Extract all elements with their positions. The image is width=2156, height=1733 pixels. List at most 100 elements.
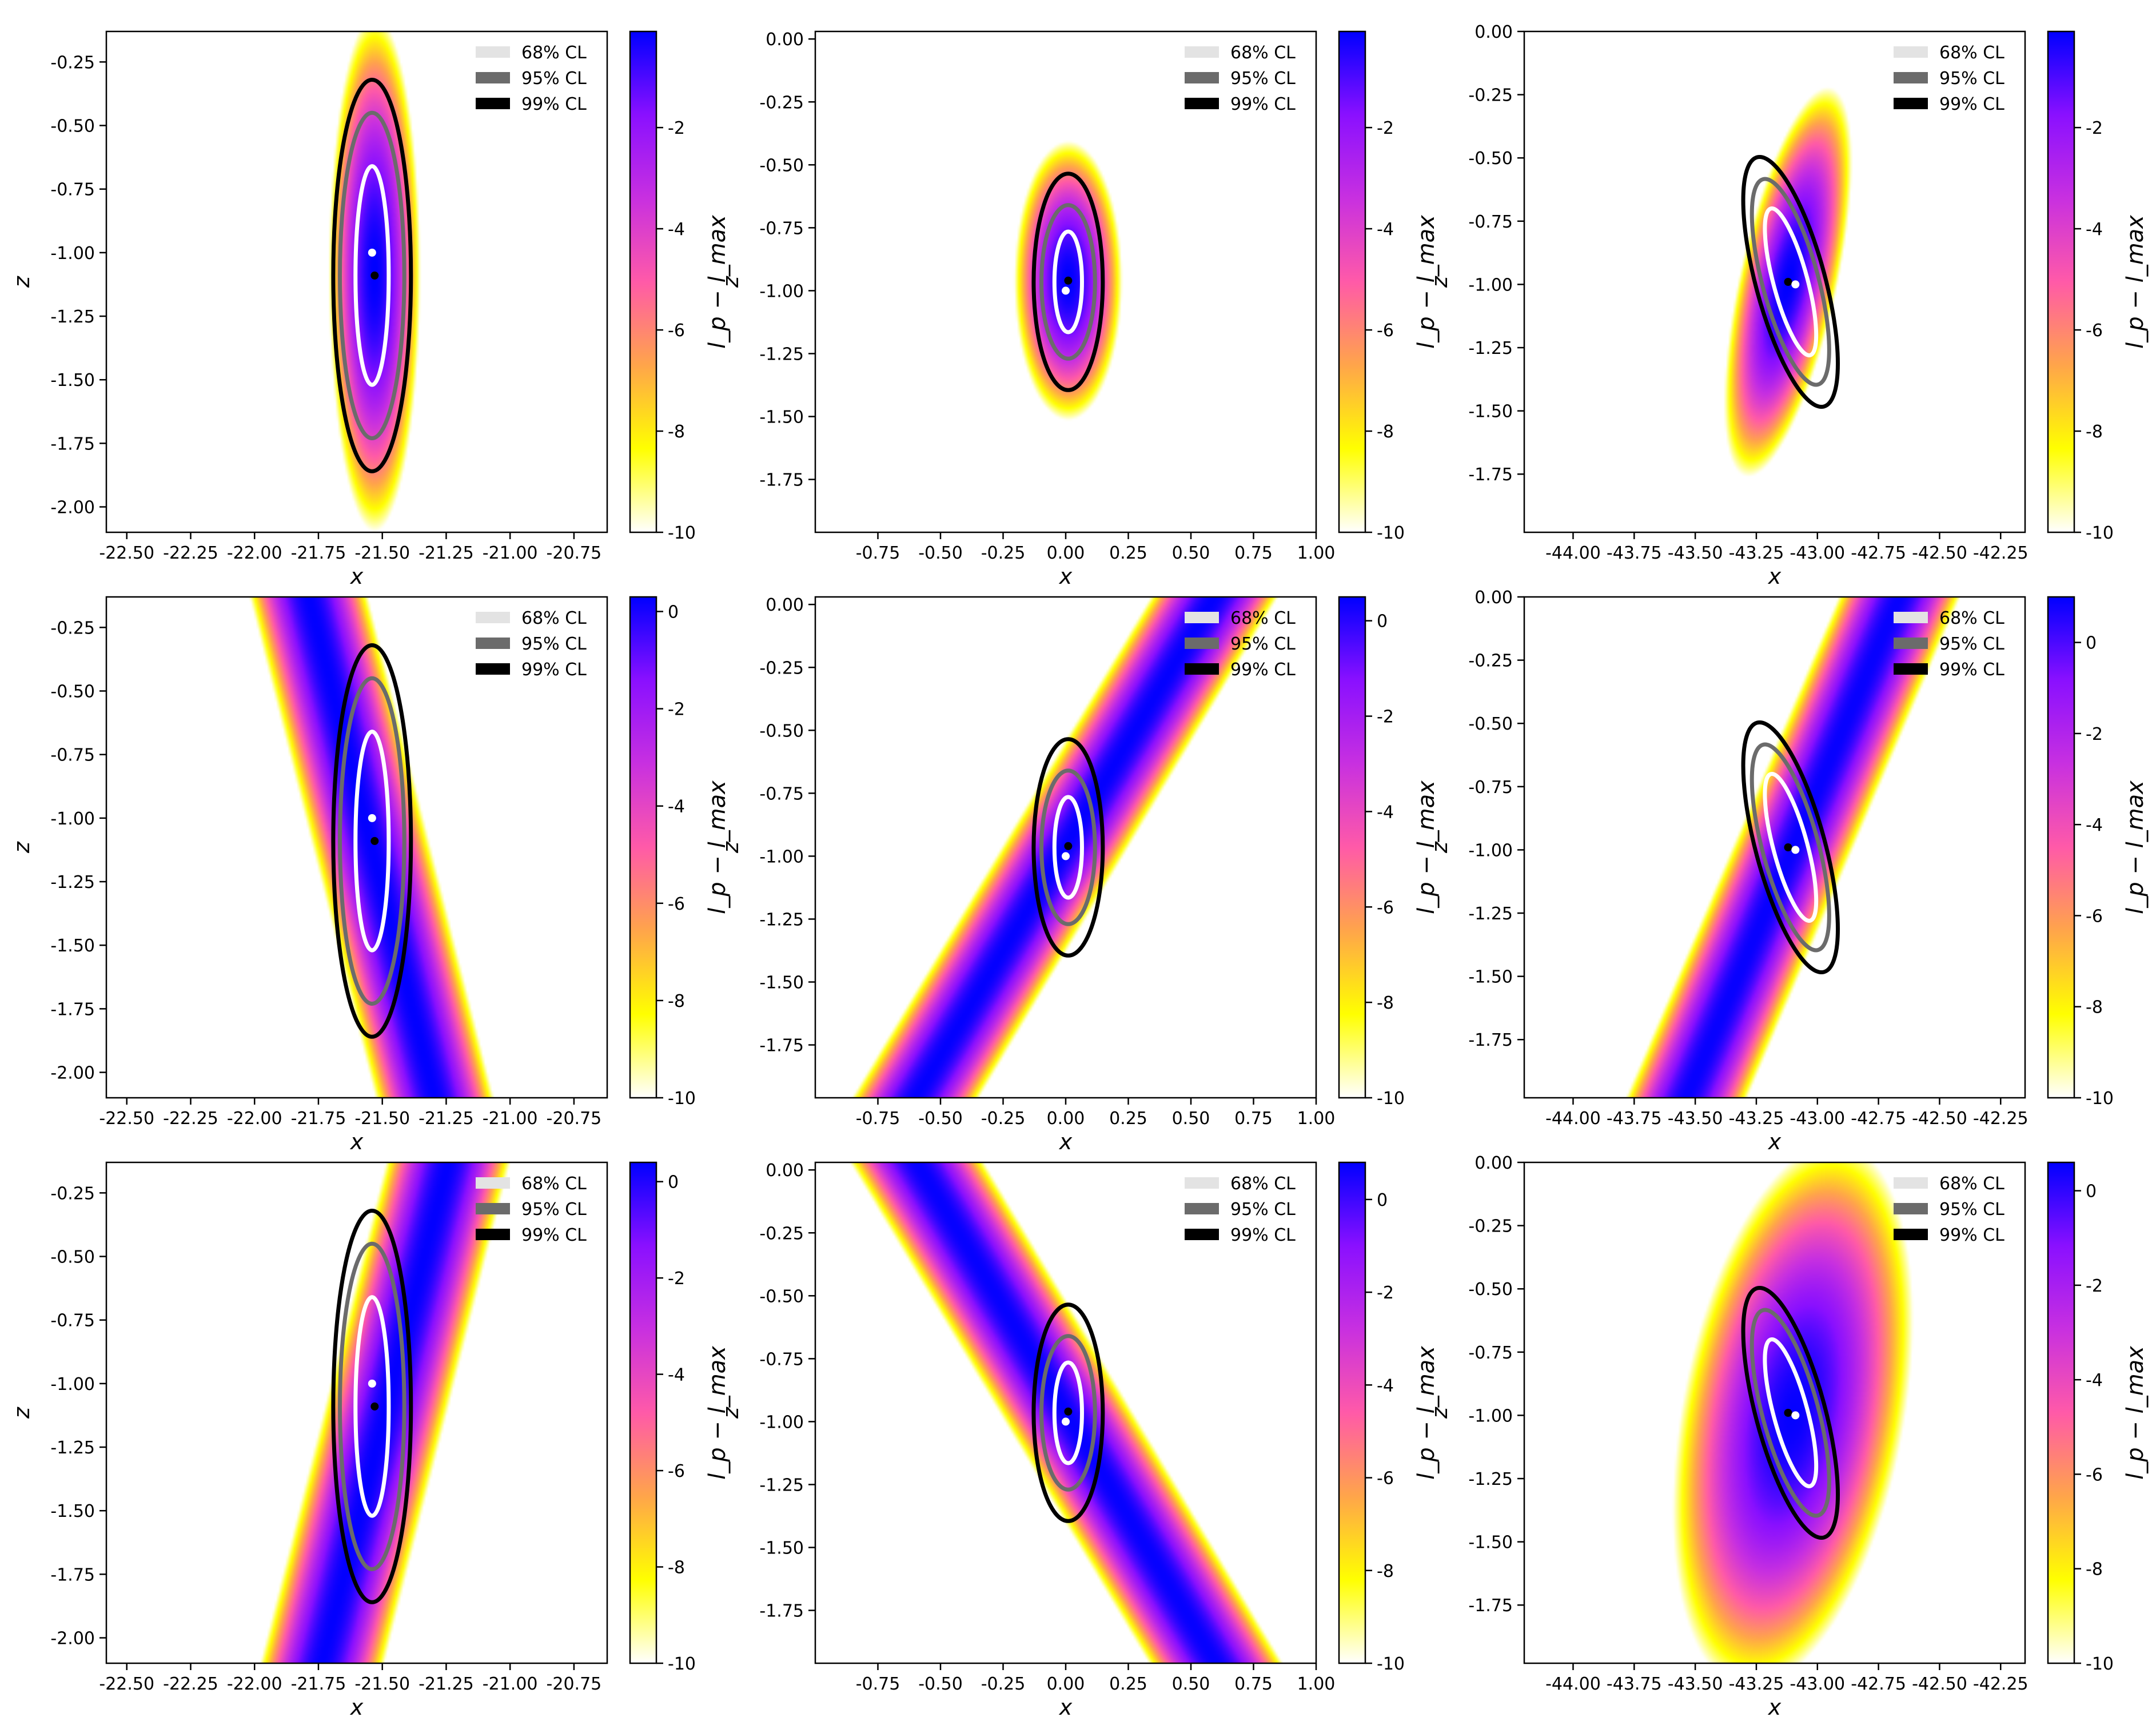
legend-swatch — [1185, 1177, 1219, 1189]
y-axis-label: z — [1427, 1407, 1452, 1419]
x-tick-label: -21.50 — [354, 543, 410, 563]
x-tick-label: -21.50 — [354, 1674, 410, 1694]
x-tick-label: -42.50 — [1912, 1109, 1967, 1129]
colorbar-tick-label: -8 — [2086, 1560, 2103, 1580]
legend-swatch — [476, 46, 510, 58]
colorbar — [1338, 30, 1366, 533]
x-axis-label: x — [350, 1129, 364, 1154]
y-tick-label: -1.25 — [1468, 1469, 1513, 1489]
cl68-contour — [1763, 772, 1819, 923]
x-tick-label: -21.25 — [419, 1674, 474, 1694]
y-tick-label: 0.00 — [1474, 588, 1513, 608]
y-tick-label: -1.00 — [50, 1375, 95, 1395]
colorbar-tick-label: -10 — [668, 1654, 696, 1674]
x-tick-label: -43.50 — [1668, 543, 1723, 563]
x-tick-label: -21.00 — [483, 1674, 538, 1694]
y-tick-label: -1.25 — [1468, 904, 1513, 924]
x-tick-label: -43.00 — [1790, 1109, 1845, 1129]
x-tick-label: -21.75 — [291, 543, 346, 563]
legend-swatch — [1894, 612, 1928, 623]
x-axis-label: x — [350, 1695, 364, 1720]
cl68-contour — [1052, 795, 1084, 900]
colorbar-tick-label: 0 — [1377, 1190, 1388, 1210]
y-tick-label: -1.75 — [759, 1036, 804, 1056]
colorbar — [1338, 1161, 1366, 1664]
colorbar-tick-label: -4 — [1377, 1376, 1394, 1396]
x-tick-label: 1.00 — [1297, 1109, 1336, 1129]
x-tick-label: -42.75 — [1851, 543, 1906, 563]
y-tick-label: -1.00 — [1468, 840, 1513, 860]
axes-frame — [105, 596, 608, 1099]
cl99-contour — [1031, 172, 1105, 392]
x-tick-label: -20.75 — [547, 543, 602, 563]
colorbar-tick-label: 0 — [2086, 634, 2097, 654]
x-tick-label: -0.50 — [918, 543, 963, 563]
axes-frame — [105, 1161, 608, 1664]
legend-label: 95% CL — [1230, 1200, 1296, 1220]
colorbar — [2047, 30, 2075, 533]
x-tick-label: 0.75 — [1234, 1109, 1273, 1129]
y-tick-label: -0.50 — [1468, 149, 1513, 169]
colorbar-tick-label: -10 — [2086, 1089, 2114, 1109]
legend-swatch — [1894, 72, 1928, 83]
y-tick-label: -0.25 — [759, 1224, 804, 1244]
x-tick-label: 0.00 — [1047, 1674, 1085, 1694]
cl99-contour — [331, 643, 413, 1039]
colorbar-tick-label: -2 — [2086, 1276, 2103, 1296]
cl99-contour — [331, 77, 413, 473]
legend-swatch — [1185, 612, 1219, 623]
x-tick-label: -0.50 — [918, 1109, 963, 1129]
colorbar-tick-label: -2 — [1377, 118, 1394, 138]
panel-0-2: -44.00 -43.75 -43.50 -43.25 -43.00 -42.75 -42.… — [1427, 22, 2149, 589]
y-tick-label: -1.50 — [1468, 1533, 1513, 1553]
y-tick-label: -2.00 — [50, 498, 95, 518]
colorbar-tick-label: -6 — [668, 894, 685, 914]
x-tick-label: -21.75 — [291, 1109, 346, 1129]
cl95-contour — [1749, 1308, 1831, 1518]
y-tick-label: -1.75 — [1468, 465, 1513, 485]
legend-label: 68% CL — [521, 608, 587, 628]
colorbar-tick-label: -4 — [668, 220, 685, 240]
y-tick-label: -0.75 — [759, 784, 804, 804]
y-tick-label: -1.75 — [759, 471, 804, 491]
x-tick-label: -43.25 — [1729, 543, 1784, 563]
cl95-contour — [338, 1241, 407, 1571]
colorbar-tick-label: -10 — [1377, 1089, 1405, 1109]
y-tick-label: -1.00 — [1468, 1406, 1513, 1426]
y-tick-label: 0.00 — [766, 595, 804, 615]
colorbar-tick-label: -8 — [668, 991, 685, 1011]
axes-frame — [1523, 30, 2026, 533]
y-axis-label: z — [9, 841, 34, 854]
legend-swatch — [476, 612, 510, 623]
y-tick-label: -0.50 — [50, 117, 95, 137]
best-fit-marker — [370, 836, 379, 845]
cl95-contour — [1039, 203, 1097, 361]
y-axis-label: z — [9, 1407, 34, 1419]
colorbar-label: l_p − l_max — [2122, 780, 2149, 914]
y-tick-label: -1.25 — [50, 1438, 95, 1458]
x-tick-label: -43.00 — [1790, 1674, 1845, 1694]
x-tick-label: -20.75 — [547, 1109, 602, 1129]
legend-label: 99% CL — [1230, 660, 1296, 680]
true-value-marker — [1791, 846, 1800, 854]
panel-0-0: -22.50 -22.25 -22.00 -21.75 -21.50 -21.25 -21.… — [9, 30, 731, 589]
cl95-contour — [1749, 177, 1831, 387]
y-tick-label: -1.25 — [50, 873, 95, 893]
x-tick-label: -22.25 — [163, 1674, 218, 1694]
x-tick-label: -0.50 — [918, 1674, 963, 1694]
y-tick-label: -0.25 — [50, 53, 95, 73]
true-value-marker — [368, 814, 376, 822]
colorbar — [629, 596, 657, 1099]
colorbar — [2047, 1161, 2075, 1664]
colorbar-tick-label: -10 — [2086, 1654, 2114, 1674]
y-tick-label: -0.75 — [759, 1349, 804, 1369]
true-value-marker — [1062, 286, 1070, 295]
true-value-marker — [368, 1379, 376, 1388]
panel-1-2: -44.00 -43.75 -43.50 -43.25 -43.00 -42.75 -42.… — [1427, 588, 2149, 1154]
legend-swatch — [1894, 638, 1928, 649]
panel-0-1: -0.75 -0.50 -0.25 0.00 0.25 0.50 0.75 1.00 0.00 -… — [718, 30, 1440, 589]
cl95-contour — [1039, 1334, 1097, 1492]
x-tick-label: -0.75 — [856, 1109, 900, 1129]
colorbar-label: l_p − l_max — [704, 780, 731, 914]
y-tick-label: -1.00 — [1468, 275, 1513, 295]
